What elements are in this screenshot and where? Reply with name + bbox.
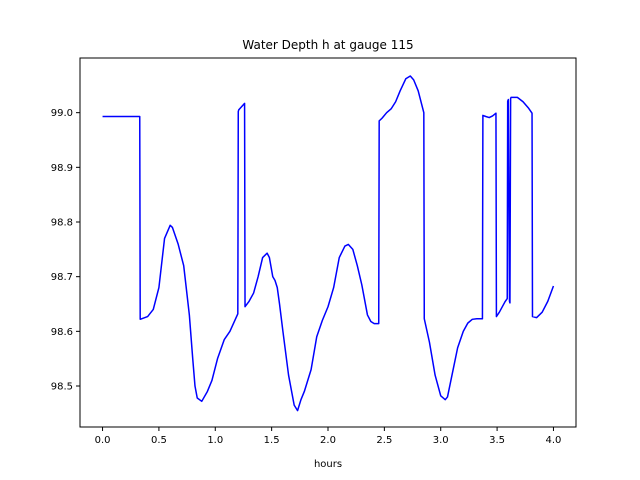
series-layer <box>102 75 555 412</box>
y-tick-label: 98.6 <box>51 327 73 338</box>
series-line-0 <box>102 75 555 412</box>
y-tick-label: 98.5 <box>51 382 73 393</box>
chart-title: Water Depth h at gauge 115 <box>242 38 413 52</box>
y-tick-label: 99.0 <box>51 108 73 119</box>
x-tick-label: 3.0 <box>433 435 449 446</box>
x-tick-label: 2.0 <box>320 435 336 446</box>
y-tick-label: 98.8 <box>51 218 73 229</box>
x-tick-label: 3.5 <box>489 435 505 446</box>
y-tick-label: 98.7 <box>51 272 73 283</box>
x-axis: 0.0 0.5 1.0 1.5 2.0 2.5 3.0 3.5 4.0 <box>95 427 562 446</box>
y-tick-label: 98.9 <box>51 163 73 174</box>
y-axis: 98.5 98.6 98.7 98.8 98.9 99.0 <box>51 108 80 393</box>
x-tick-label: 2.5 <box>376 435 392 446</box>
x-axis-label: hours <box>314 459 342 470</box>
x-tick-label: 4.0 <box>546 435 562 446</box>
x-tick-label: 1.0 <box>207 435 223 446</box>
x-tick-label: 1.5 <box>264 435 280 446</box>
x-tick-label: 0.0 <box>95 435 111 446</box>
x-tick-label: 0.5 <box>151 435 167 446</box>
